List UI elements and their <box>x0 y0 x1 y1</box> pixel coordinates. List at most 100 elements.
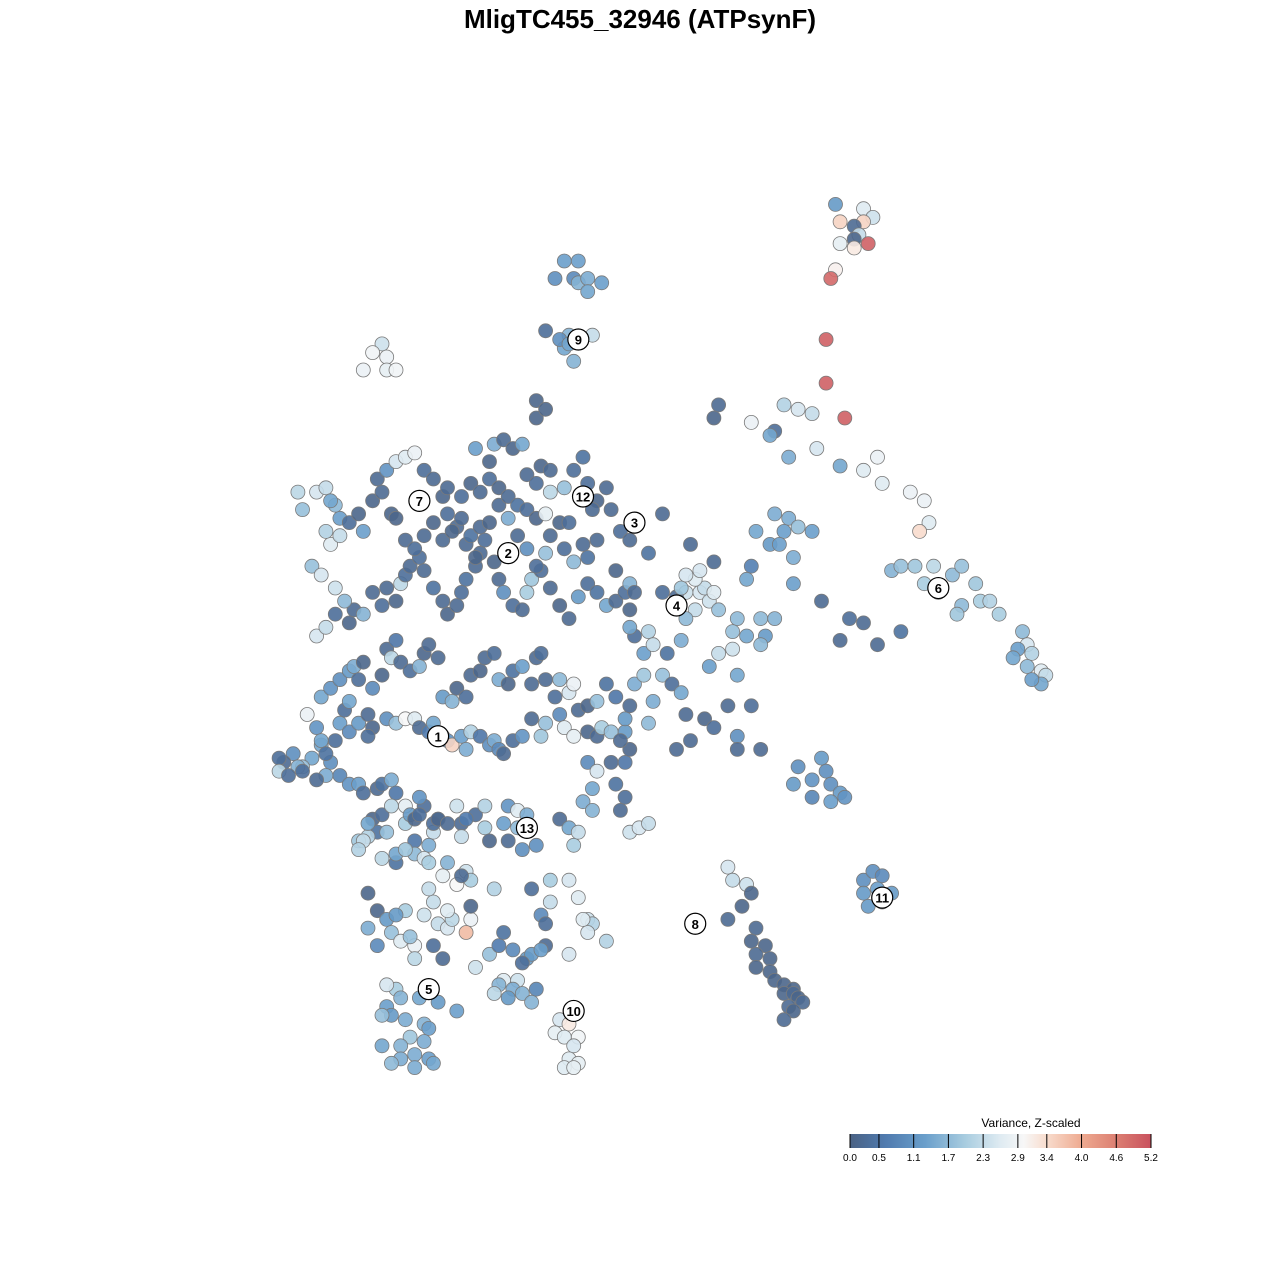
data-point <box>379 349 395 365</box>
data-point <box>561 611 577 626</box>
data-point <box>542 894 558 910</box>
data-point <box>758 938 773 953</box>
data-point <box>514 842 530 857</box>
data-point <box>528 837 544 853</box>
data-point <box>687 602 703 618</box>
data-point <box>781 510 797 526</box>
data-point <box>374 1007 390 1023</box>
data-point <box>673 633 689 648</box>
data-point <box>514 728 530 744</box>
data-point <box>1024 646 1040 661</box>
data-point <box>552 707 568 722</box>
data-point <box>500 833 516 849</box>
data-point <box>753 611 769 626</box>
legend-tick-label: 3.4 <box>1040 1153 1054 1164</box>
data-point <box>580 271 596 286</box>
data-point <box>856 462 871 478</box>
data-point <box>444 524 460 539</box>
data-point <box>585 781 600 796</box>
data-point <box>351 842 367 857</box>
data-point <box>575 537 591 552</box>
data-point <box>814 593 829 609</box>
data-point <box>678 707 694 722</box>
data-point <box>570 589 586 605</box>
cluster-label-badge <box>571 485 595 508</box>
data-point <box>739 571 754 587</box>
data-point <box>570 253 586 269</box>
legend-tick-label: 0.0 <box>843 1153 857 1164</box>
data-point <box>510 528 525 544</box>
data-point <box>561 946 577 962</box>
cluster-label-text: 10 <box>566 1004 580 1019</box>
cluster-label-badge <box>871 886 894 909</box>
data-point <box>753 637 769 653</box>
data-point <box>767 506 783 522</box>
cluster-label-text: 13 <box>520 821 534 836</box>
data-point <box>491 938 507 953</box>
data-point <box>496 585 512 600</box>
data-point <box>617 711 633 727</box>
data-point <box>351 715 367 731</box>
data-point <box>580 284 596 300</box>
data-point <box>622 602 638 618</box>
cluster-label: 6 <box>927 576 950 600</box>
data-point <box>454 868 469 884</box>
data-point <box>902 484 918 500</box>
data-point <box>706 410 722 426</box>
data-point <box>355 362 371 378</box>
cluster-label-badge <box>927 576 950 600</box>
data-point <box>729 742 745 757</box>
data-point <box>425 938 441 953</box>
data-point <box>912 524 927 539</box>
data-point <box>528 981 544 997</box>
data-point <box>309 772 325 788</box>
data-point <box>748 524 764 539</box>
data-point <box>538 506 553 522</box>
data-point <box>383 772 399 788</box>
data-point <box>402 558 418 574</box>
cluster-label: 11 <box>871 886 894 909</box>
data-point <box>304 750 320 766</box>
data-point <box>407 445 423 461</box>
data-point <box>1015 624 1030 639</box>
data-point <box>594 275 610 291</box>
data-point <box>454 489 469 504</box>
data-point <box>425 580 441 596</box>
cluster-label-text: 11 <box>875 891 889 906</box>
cluster-label: 1 <box>427 725 450 748</box>
data-point <box>528 558 544 574</box>
data-point <box>1024 672 1040 687</box>
data-point <box>425 471 441 487</box>
data-point <box>323 680 339 696</box>
cluster-label-text: 6 <box>935 581 942 596</box>
data-point <box>355 785 371 801</box>
data-point <box>556 480 572 496</box>
data-point <box>524 994 539 1010</box>
data-point <box>753 742 769 757</box>
data-point <box>365 493 381 509</box>
data-point <box>360 816 376 831</box>
data-point <box>809 441 825 456</box>
data-point <box>856 615 871 631</box>
data-point <box>472 663 488 679</box>
data-point <box>355 654 371 670</box>
data-point <box>421 881 437 897</box>
data-point <box>874 475 890 491</box>
data-point <box>832 458 848 474</box>
data-point <box>435 951 451 966</box>
data-point <box>566 728 582 744</box>
cluster-label: 12 <box>571 485 595 508</box>
data-point <box>949 606 965 622</box>
data-point <box>832 236 848 252</box>
cluster-label-badge <box>408 489 431 512</box>
data-point <box>374 667 390 683</box>
data-point <box>482 454 497 470</box>
legend-tick-label: 4.0 <box>1075 1153 1089 1164</box>
data-point <box>369 471 385 487</box>
data-point <box>500 676 516 692</box>
data-point <box>341 615 357 631</box>
data-point <box>524 881 539 897</box>
data-point <box>379 580 395 596</box>
data-point <box>776 524 792 539</box>
